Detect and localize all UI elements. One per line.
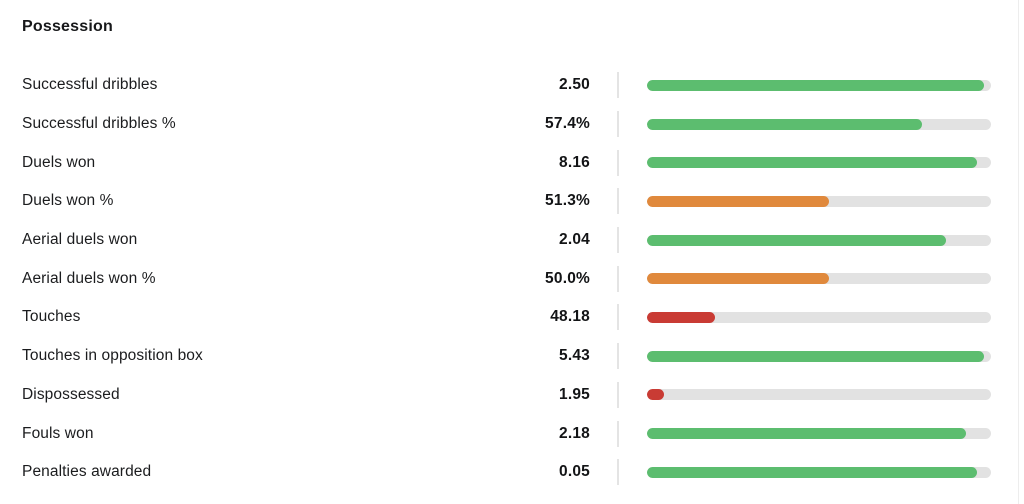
stat-row: Touches in opposition box 5.43 — [0, 337, 1024, 376]
stat-value: 48.18 — [550, 308, 590, 326]
stat-label: Duels won % — [22, 192, 114, 210]
stat-label: Fouls won — [22, 424, 94, 442]
stat-bar-fill — [646, 79, 984, 91]
stat-bar-track — [646, 79, 991, 91]
stat-bar-fill — [646, 428, 967, 440]
stat-row-text: Aerial duels won 2.04 — [0, 231, 590, 249]
stat-bar-track — [646, 118, 991, 130]
stat-bar-fill — [646, 157, 977, 169]
row-divider — [617, 188, 619, 215]
stat-rows: Successful dribbles 2.50 Successful drib… — [0, 66, 1024, 492]
stat-label: Penalties awarded — [22, 463, 152, 481]
stat-row-text: Successful dribbles % 57.4% — [0, 115, 590, 133]
stat-row-text: Touches in opposition box 5.43 — [0, 347, 590, 365]
stat-bar-fill — [646, 350, 984, 362]
stat-value: 50.0% — [545, 269, 590, 287]
stat-row: Dispossessed 1.95 — [0, 376, 1024, 415]
row-divider — [617, 72, 619, 99]
stat-bar-fill — [646, 118, 922, 130]
stat-bar-fill — [646, 195, 829, 207]
row-divider — [617, 381, 619, 408]
stat-value: 5.43 — [559, 347, 590, 365]
row-divider — [617, 227, 619, 254]
stat-label: Dispossessed — [22, 385, 120, 403]
stat-row: Touches 48.18 — [0, 298, 1024, 337]
stat-bar-track — [646, 428, 991, 440]
stat-value: 8.16 — [559, 153, 590, 171]
stat-bar-track — [646, 234, 991, 246]
stat-row: Fouls won 2.18 — [0, 414, 1024, 453]
stat-row: Penalties awarded 0.05 — [0, 453, 1024, 492]
stat-bar-fill — [646, 466, 977, 478]
stat-bar-track — [646, 389, 991, 401]
stat-label: Successful dribbles — [22, 76, 158, 94]
row-divider — [617, 343, 619, 370]
stat-row: Duels won % 51.3% — [0, 182, 1024, 221]
stat-bar-track — [646, 350, 991, 362]
stat-label: Touches — [22, 308, 81, 326]
stat-bar-track — [646, 157, 991, 169]
stat-bar-fill — [646, 311, 716, 323]
stat-row-text: Duels won 8.16 — [0, 154, 590, 172]
stat-value: 51.3% — [545, 192, 590, 210]
panel-title: Possession — [22, 18, 113, 35]
stat-label: Successful dribbles % — [22, 115, 176, 133]
stat-bar-track — [646, 311, 991, 323]
stat-bar-track — [646, 273, 991, 285]
stat-bar-track — [646, 466, 991, 478]
stat-row: Successful dribbles % 57.4% — [0, 105, 1024, 144]
row-divider — [617, 265, 619, 292]
stat-value: 2.18 — [559, 424, 590, 442]
row-divider — [617, 420, 619, 447]
stat-bar-fill — [646, 389, 664, 401]
stat-row-text: Aerial duels won % 50.0% — [0, 270, 590, 288]
stat-value: 2.50 — [559, 76, 590, 94]
stat-row-text: Touches 48.18 — [0, 308, 590, 326]
stat-label: Aerial duels won — [22, 231, 138, 249]
stat-value: 2.04 — [559, 231, 590, 249]
stat-label: Duels won — [22, 153, 96, 171]
stat-row: Aerial duels won % 50.0% — [0, 259, 1024, 298]
stat-row: Successful dribbles 2.50 — [0, 66, 1024, 105]
stat-row-text: Fouls won 2.18 — [0, 425, 590, 443]
stat-value: 1.95 — [559, 385, 590, 403]
stat-value: 57.4% — [545, 115, 590, 133]
stat-value: 0.05 — [559, 463, 590, 481]
stat-row-text: Duels won % 51.3% — [0, 192, 590, 210]
stat-row-text: Successful dribbles 2.50 — [0, 76, 590, 94]
row-divider — [617, 111, 619, 138]
stat-row: Duels won 8.16 — [0, 143, 1024, 182]
row-divider — [617, 149, 619, 176]
panel-right-divider — [1018, 0, 1019, 504]
stat-label: Aerial duels won % — [22, 269, 156, 287]
row-divider — [617, 459, 619, 486]
stat-bar-fill — [646, 273, 829, 285]
stat-bar-track — [646, 195, 991, 207]
stat-bar-fill — [646, 234, 946, 246]
stat-row-text: Penalties awarded 0.05 — [0, 463, 590, 481]
row-divider — [617, 304, 619, 331]
stat-row-text: Dispossessed 1.95 — [0, 386, 590, 404]
stat-row: Aerial duels won 2.04 — [0, 221, 1024, 260]
stat-label: Touches in opposition box — [22, 347, 203, 365]
